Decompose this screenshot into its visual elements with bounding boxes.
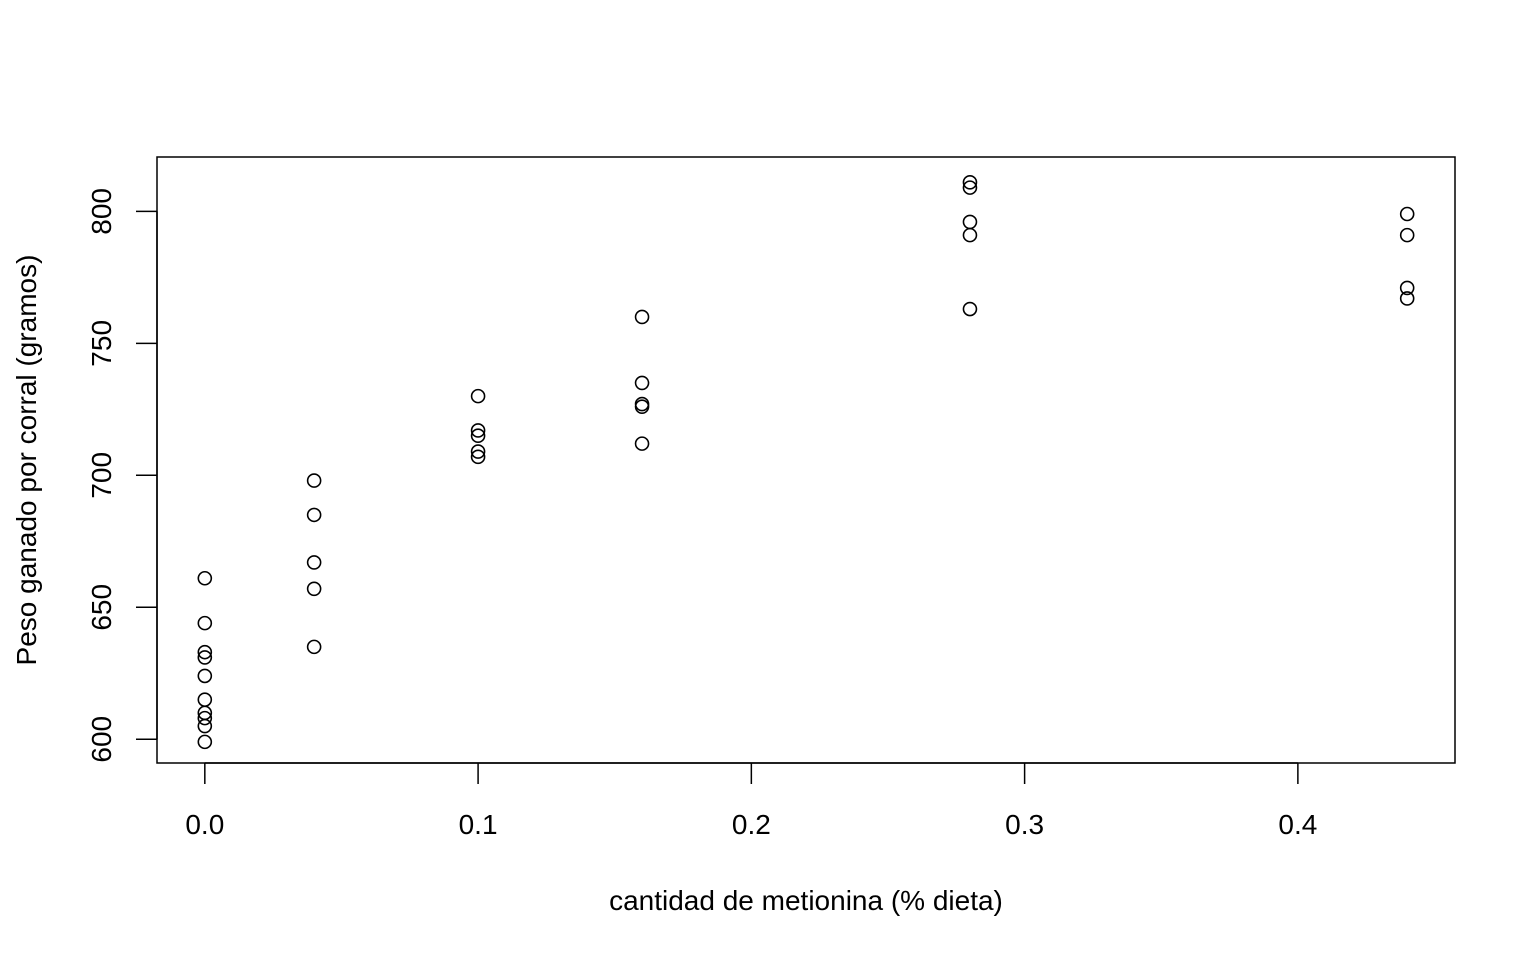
data-point	[962, 175, 978, 190]
data-point	[470, 449, 486, 465]
x-axis-label: cantidad de metionina (% dieta)	[609, 885, 1003, 916]
y-tick-label: 750	[86, 320, 117, 367]
data-point	[197, 718, 213, 734]
x-tick-label: 0.2	[732, 809, 771, 840]
data-point	[1399, 227, 1415, 243]
data-point	[197, 734, 213, 750]
x-tick-label: 0.3	[1005, 809, 1044, 840]
data-point	[1399, 206, 1415, 222]
data-point	[306, 507, 322, 523]
data-point	[197, 668, 213, 684]
data-point	[470, 388, 486, 404]
x-tick-label: 0.4	[1278, 809, 1317, 840]
data-point	[634, 375, 650, 391]
data-point	[306, 639, 322, 655]
data-point	[962, 180, 978, 195]
y-tick-label: 800	[86, 188, 117, 235]
data-point	[470, 444, 486, 459]
data-point	[962, 227, 978, 243]
x-axis: 0.0 0.1 0.2 0.3 0.4	[185, 762, 1317, 840]
data-point	[962, 214, 978, 230]
data-point	[197, 644, 213, 660]
data-point	[306, 581, 322, 597]
data-point	[634, 309, 650, 325]
data-point	[470, 428, 486, 444]
data-point	[197, 692, 213, 707]
x-tick-label: 0.1	[459, 809, 498, 840]
y-axis-label: Peso ganado por corral (gramos)	[11, 255, 42, 666]
data-point	[197, 650, 213, 665]
data-point	[197, 570, 213, 586]
data-point	[634, 436, 650, 451]
y-tick-label: 650	[86, 584, 117, 631]
data-points	[197, 175, 1415, 750]
data-point	[306, 473, 322, 488]
data-point	[197, 710, 213, 726]
y-tick-label: 700	[86, 452, 117, 499]
data-point	[306, 555, 322, 570]
data-point	[634, 399, 650, 414]
plot-frame	[156, 156, 1456, 764]
data-point	[1399, 280, 1415, 296]
data-point	[197, 615, 213, 631]
x-tick-label: 0.0	[185, 809, 224, 840]
y-axis: 600 650 700 750 800	[86, 188, 158, 763]
data-point	[962, 301, 978, 317]
y-tick-label: 600	[86, 716, 117, 763]
data-point	[1399, 291, 1415, 306]
data-point	[470, 423, 486, 438]
